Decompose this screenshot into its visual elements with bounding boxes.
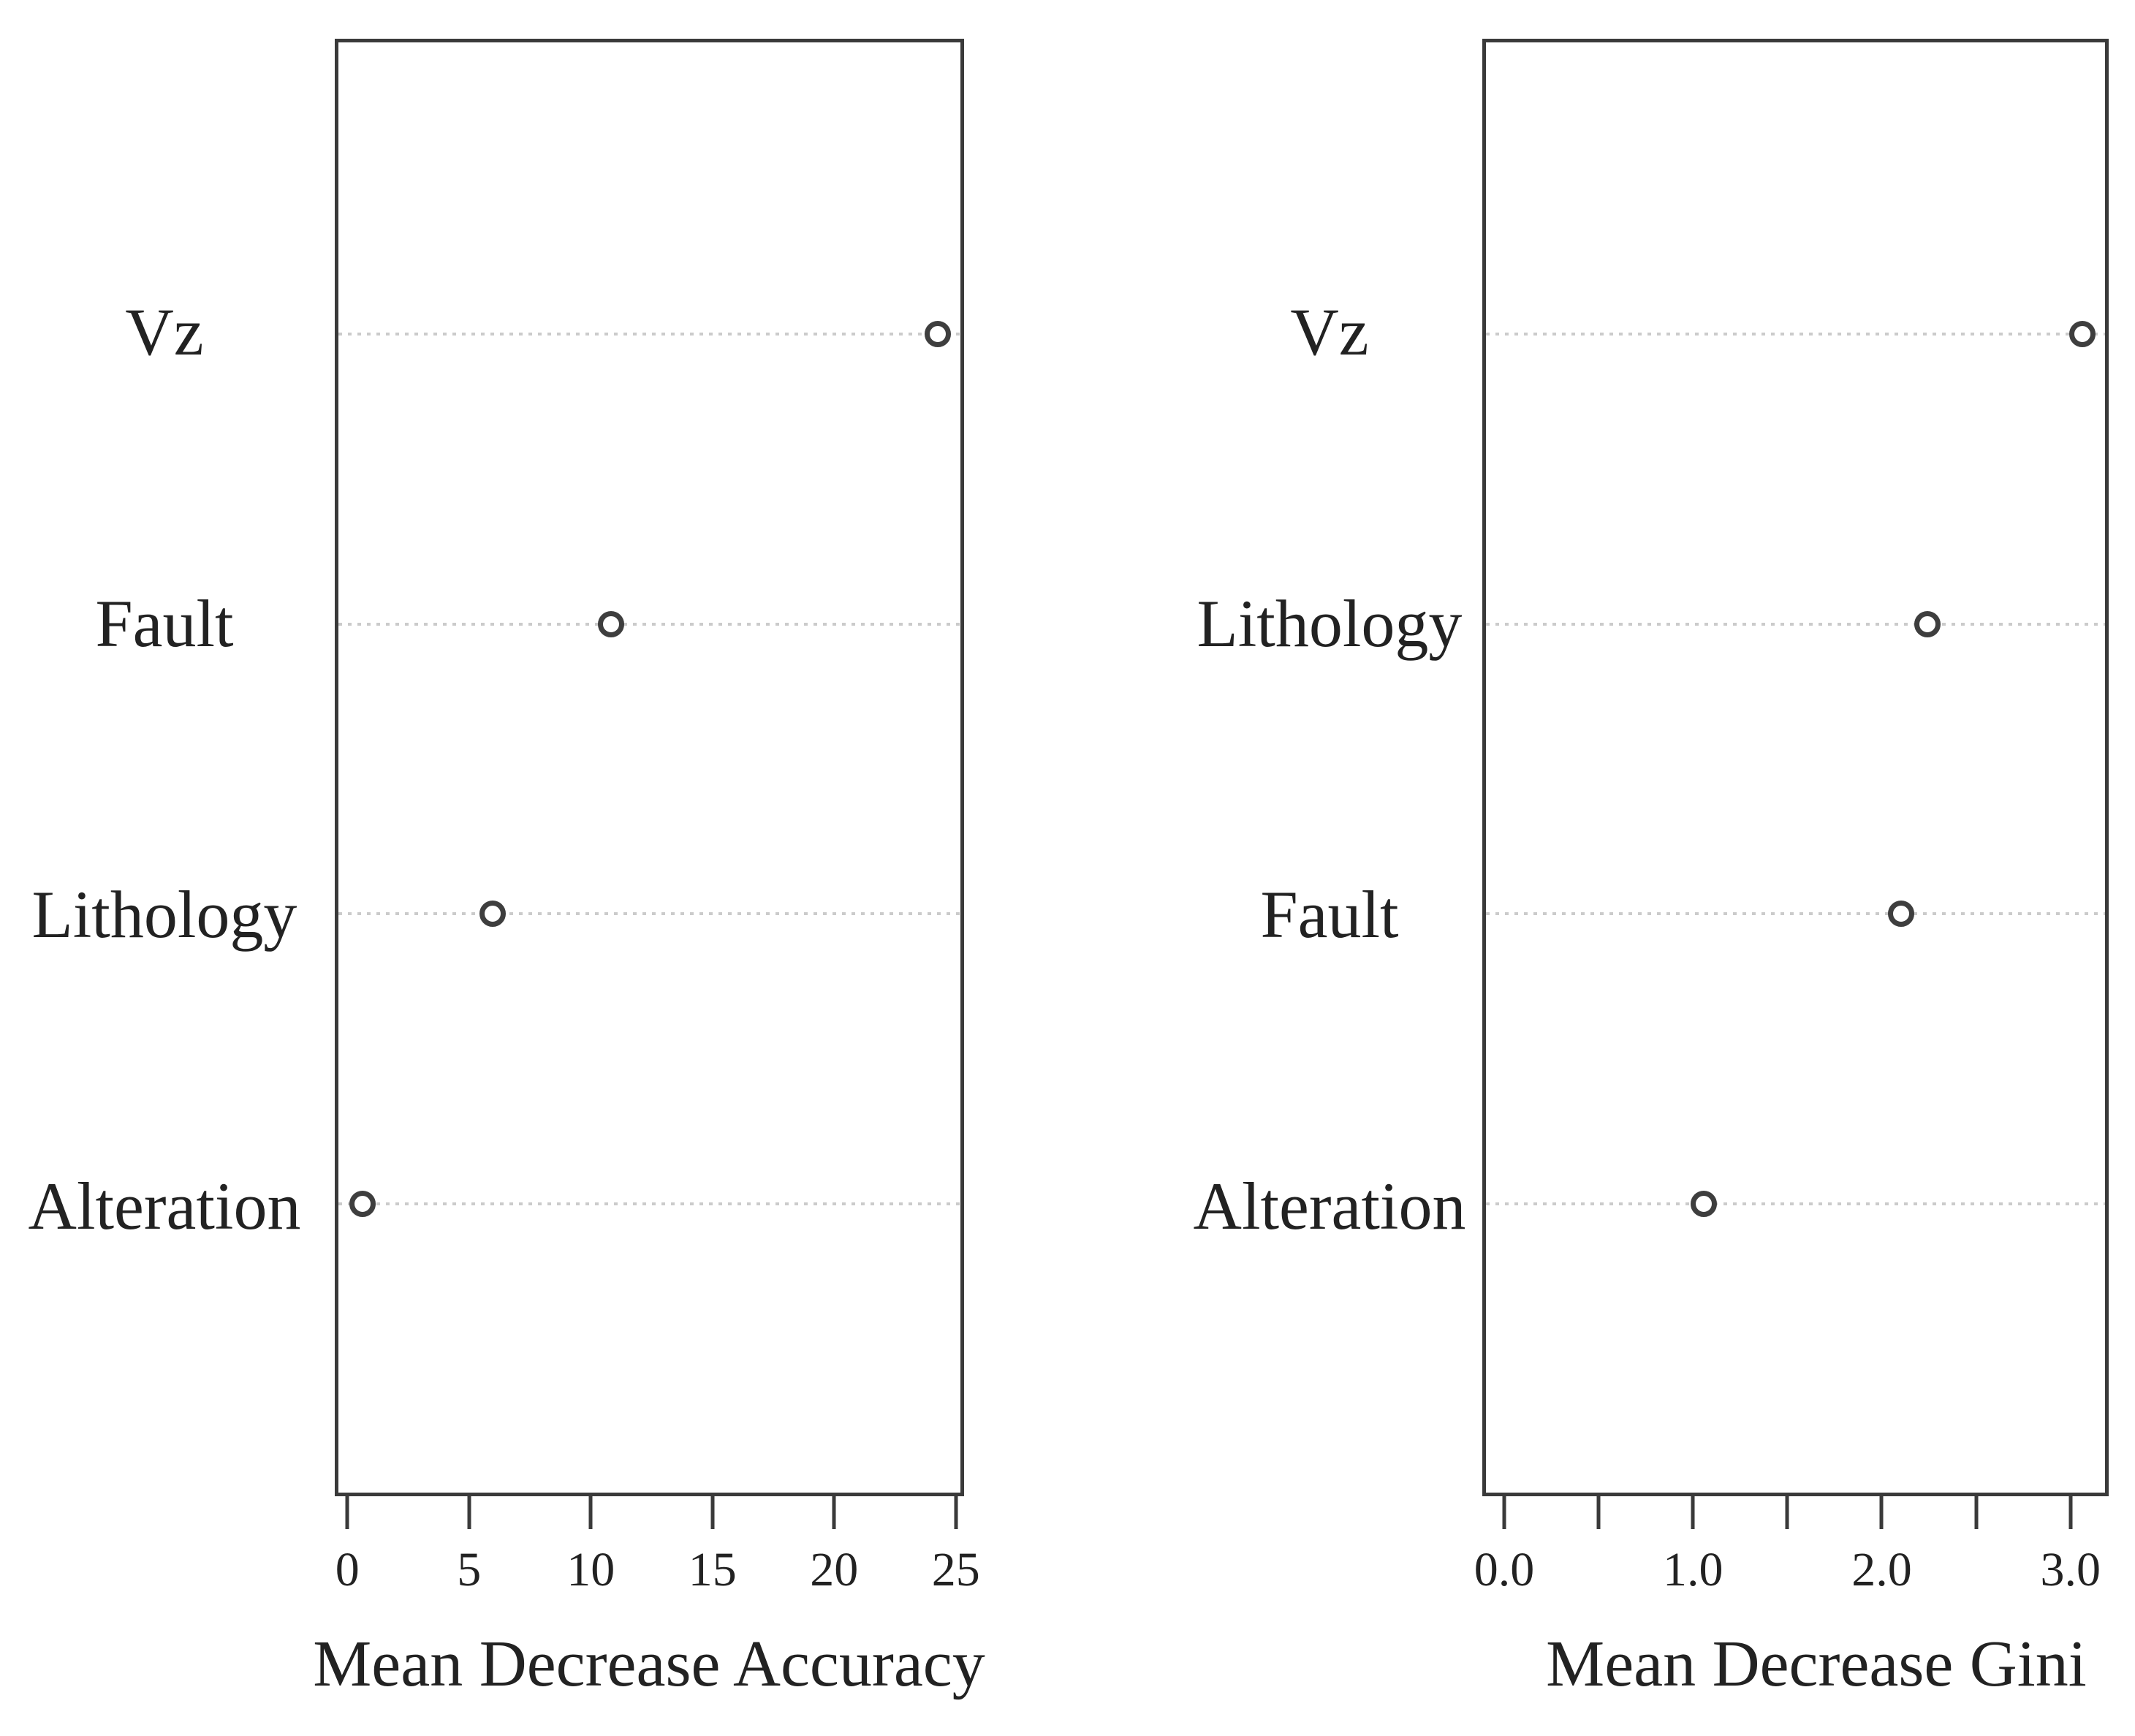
x-tick-label: 2.0 [1851, 1543, 1912, 1596]
row-dotted-line [338, 1202, 960, 1206]
row-dotted-line [1486, 1202, 2105, 1206]
gini-category-labels: Vz Lithology Fault Alteration [1158, 39, 1501, 1496]
x-tick-mark [1596, 1496, 1601, 1529]
category-label-fault: Fault [95, 585, 234, 661]
x-tick-mark [345, 1496, 349, 1529]
x-tick-label: 3.0 [2040, 1543, 2101, 1596]
x-tick-label: 1.0 [1662, 1543, 1723, 1596]
row-dotted-line [338, 332, 960, 336]
x-tick-label: 0.0 [1474, 1543, 1535, 1596]
data-point-circle-fault [1888, 901, 1915, 928]
data-point-circle-alteration [1690, 1191, 1717, 1218]
x-tick-mark [1691, 1496, 1695, 1529]
data-point-circle-vz [925, 320, 952, 347]
category-label-vz: Vz [1290, 294, 1369, 369]
x-tick-mark [710, 1496, 715, 1529]
x-tick-label: 25 [931, 1543, 980, 1596]
x-tick-label: 15 [688, 1543, 737, 1596]
data-point-circle-lithology [479, 901, 507, 928]
row-dotted-line [338, 622, 960, 626]
data-point-circle-fault [597, 610, 624, 637]
x-tick-mark [467, 1496, 471, 1529]
x-tick-mark [1785, 1496, 1789, 1529]
accuracy-plot-box [335, 39, 964, 1496]
data-point-circle-alteration [349, 1191, 376, 1218]
x-tick-mark [2068, 1496, 2073, 1529]
category-label-fault: Fault [1260, 877, 1399, 952]
x-tick-mark [832, 1496, 836, 1529]
x-tick-mark [1974, 1496, 1979, 1529]
row-dotted-line [1486, 912, 2105, 916]
data-point-circle-vz [2068, 320, 2096, 347]
category-label-alteration: Alteration [1193, 1169, 1466, 1244]
x-tick-mark [1502, 1496, 1506, 1529]
row-dotted-line [1486, 622, 2105, 626]
x-tick-label: 5 [457, 1543, 482, 1596]
category-label-alteration: Alteration [28, 1169, 301, 1244]
x-tick-mark [954, 1496, 958, 1529]
category-label-vz: Vz [125, 294, 204, 369]
data-point-circle-lithology [1914, 610, 1941, 637]
gini-x-axis-title: Mean Decrease Gini [1546, 1628, 2087, 1700]
row-dotted-line [338, 912, 960, 916]
category-label-lithology: Lithology [31, 877, 297, 952]
x-tick-label: 10 [566, 1543, 615, 1596]
x-tick-mark [1879, 1496, 1884, 1529]
x-tick-mark [588, 1496, 593, 1529]
gini-plot-box [1482, 39, 2109, 1496]
row-dotted-line [1486, 332, 2105, 336]
accuracy-x-axis-title: Mean Decrease Accuracy [313, 1628, 985, 1700]
category-label-lithology: Lithology [1197, 585, 1463, 661]
x-tick-label: 20 [810, 1543, 859, 1596]
x-tick-label: 0 [335, 1543, 360, 1596]
accuracy-category-labels: Vz Fault Lithology Alteration [7, 39, 322, 1496]
